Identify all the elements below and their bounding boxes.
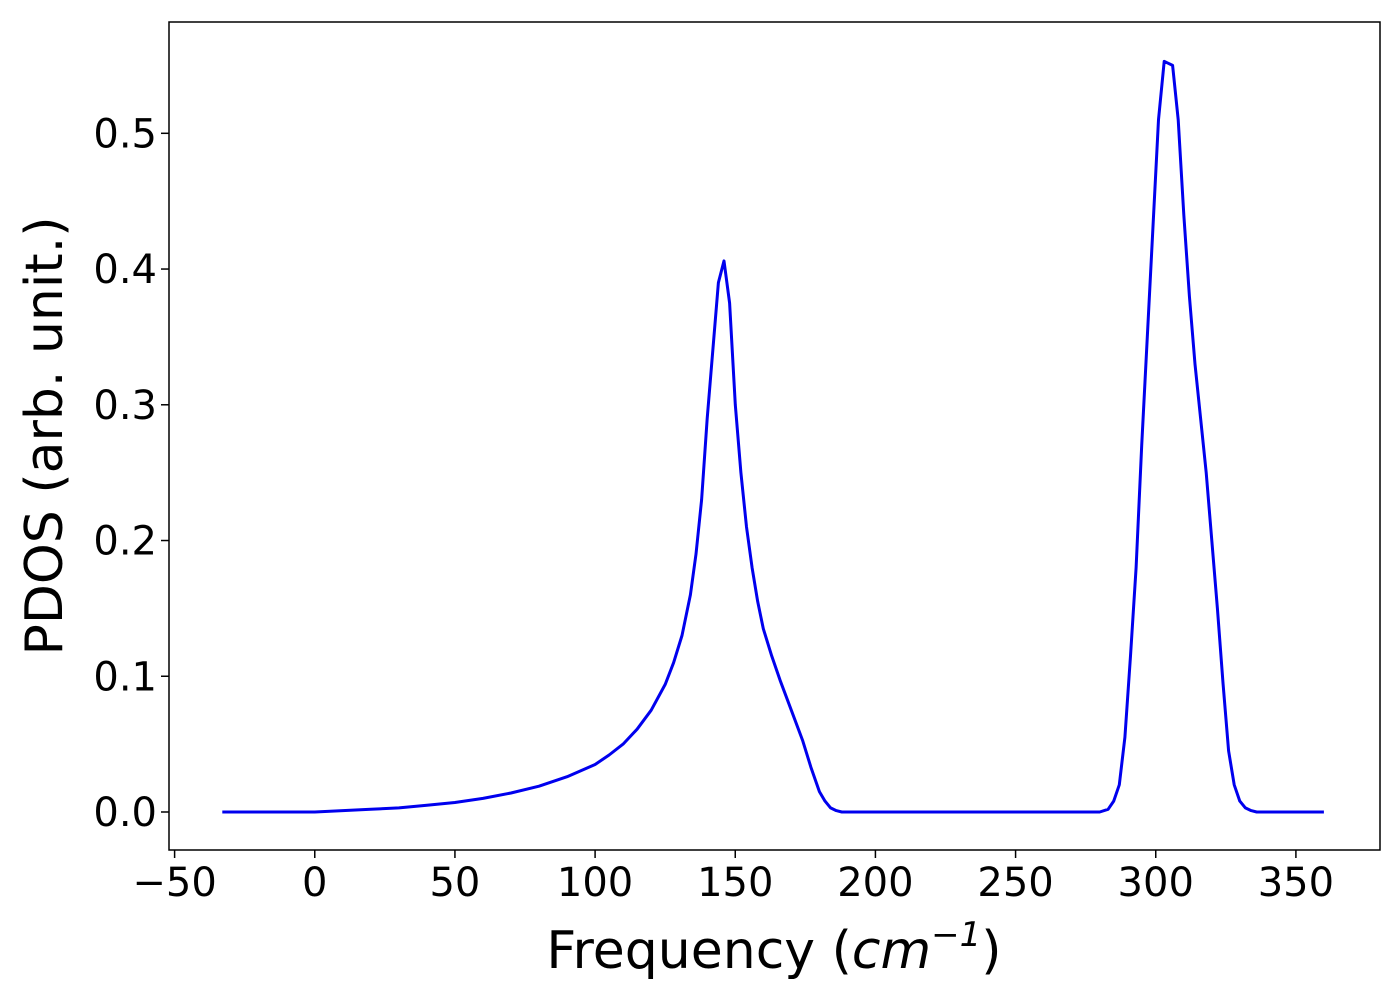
y-tick-label: 0.5 (93, 111, 157, 157)
x-axis-unit-exponent: −1 (931, 915, 981, 955)
x-axis-unit-base: cm (852, 921, 931, 981)
x-axis-ticks: −50 0 50 100 150 200 250 300 350 (132, 850, 1334, 906)
y-axis-label: PDOS (arb. unit.) (15, 216, 75, 655)
x-tick-label: −50 (132, 860, 216, 906)
x-axis-label-text: Frequency (546, 921, 815, 981)
x-tick-label: 300 (1118, 860, 1194, 906)
y-tick-label: 0.3 (93, 383, 157, 429)
x-tick-label: 100 (557, 860, 633, 906)
plot-frame (168, 21, 1381, 851)
y-tick-label: 0.1 (93, 654, 157, 700)
pdos-series-line (222, 59, 1324, 814)
y-axis-ticks: 0.0 0.1 0.2 0.3 0.4 0.5 (93, 111, 169, 836)
y-tick-label: 0.0 (93, 790, 157, 836)
y-tick-label: 0.2 (93, 519, 157, 565)
x-tick-label: 0 (302, 860, 327, 906)
x-tick-label: 250 (977, 860, 1053, 906)
x-tick-label: 150 (697, 860, 773, 906)
y-tick-label: 0.4 (93, 247, 157, 293)
x-axis-label: Frequency (cm−1) (546, 915, 1001, 981)
x-tick-label: 50 (429, 860, 480, 906)
x-tick-label: 200 (837, 860, 913, 906)
x-tick-label: 350 (1258, 860, 1334, 906)
